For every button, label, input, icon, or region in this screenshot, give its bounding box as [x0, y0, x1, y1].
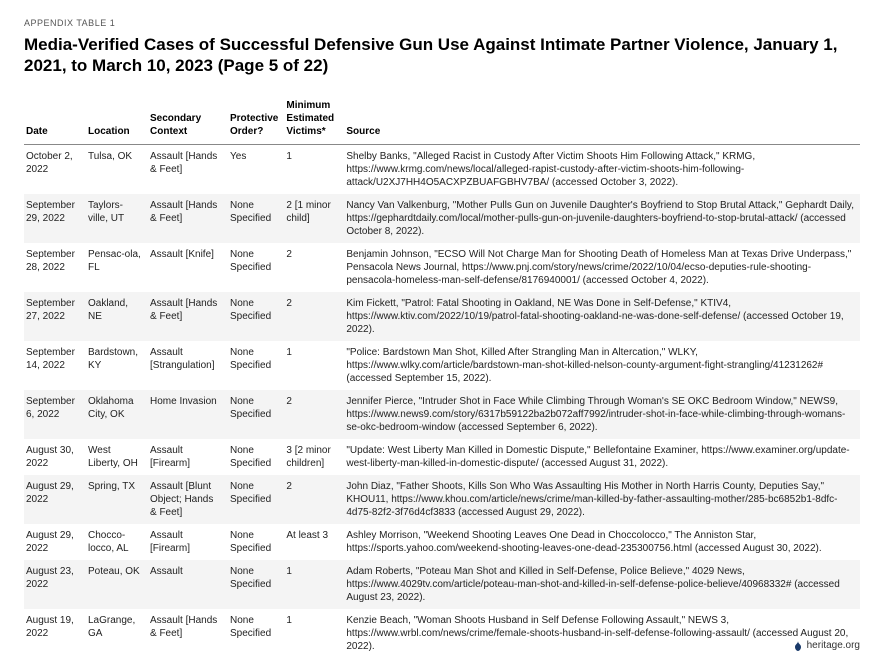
table-row: August 19, 2022LaGrange, GAAssault [Hand…: [24, 609, 860, 658]
cell-location: Tulsa, OK: [86, 144, 148, 194]
cell-date: September 27, 2022: [24, 292, 86, 341]
cell-source: Benjamin Johnson, "ECSO Will Not Charge …: [344, 243, 860, 292]
cell-context: Assault [Hands & Feet]: [148, 609, 228, 658]
cell-victims: At least 3: [284, 524, 344, 560]
cell-date: August 29, 2022: [24, 524, 86, 560]
cell-source: Kenzie Beach, "Woman Shoots Husband in S…: [344, 609, 860, 658]
table-row: August 30, 2022West Liberty, OHAssault […: [24, 439, 860, 475]
cell-source: Nancy Van Valkenburg, "Mother Pulls Gun …: [344, 194, 860, 243]
cell-date: August 29, 2022: [24, 475, 86, 524]
cell-order: None Specified: [228, 292, 284, 341]
page-title: Media-Verified Cases of Successful Defen…: [24, 34, 860, 77]
cell-context: Assault [Blunt Object; Hands & Feet]: [148, 475, 228, 524]
cell-source: Kim Fickett, "Patrol: Fatal Shooting in …: [344, 292, 860, 341]
cell-victims: 2 [1 minor child]: [284, 194, 344, 243]
cell-date: August 19, 2022: [24, 609, 86, 658]
cell-victims: 2: [284, 292, 344, 341]
table-row: August 23, 2022Poteau, OKAssaultNone Spe…: [24, 560, 860, 609]
cell-date: September 29, 2022: [24, 194, 86, 243]
flame-icon: [793, 641, 803, 651]
cell-context: Assault [Hands & Feet]: [148, 292, 228, 341]
cell-location: Bardstown, KY: [86, 341, 148, 390]
col-victims: Minimum Estimated Victims*: [284, 95, 344, 145]
cell-order: None Specified: [228, 609, 284, 658]
cell-order: None Specified: [228, 194, 284, 243]
cell-order: None Specified: [228, 390, 284, 439]
cell-victims: 1: [284, 144, 344, 194]
cell-order: None Specified: [228, 243, 284, 292]
cell-victims: 2: [284, 243, 344, 292]
table-row: September 14, 2022Bardstown, KYAssault […: [24, 341, 860, 390]
col-source: Source: [344, 95, 860, 145]
cell-victims: 2: [284, 390, 344, 439]
cell-context: Assault [Hands & Feet]: [148, 194, 228, 243]
cell-location: Oakland, NE: [86, 292, 148, 341]
header-row: Date Location Secondary Context Protecti…: [24, 95, 860, 145]
cell-location: Pensac-ola, FL: [86, 243, 148, 292]
col-date: Date: [24, 95, 86, 145]
cell-context: Assault [Strangulation]: [148, 341, 228, 390]
cell-victims: 1: [284, 341, 344, 390]
cell-source: Ashley Morrison, "Weekend Shooting Leave…: [344, 524, 860, 560]
col-context: Secondary Context: [148, 95, 228, 145]
table-row: September 29, 2022Taylors-ville, UTAssau…: [24, 194, 860, 243]
table-row: September 28, 2022Pensac-ola, FLAssault …: [24, 243, 860, 292]
cell-victims: 3 [2 minor children]: [284, 439, 344, 475]
table-row: August 29, 2022Spring, TXAssault [Blunt …: [24, 475, 860, 524]
table-row: September 6, 2022Oklahoma City, OKHome I…: [24, 390, 860, 439]
cell-victims: 2: [284, 475, 344, 524]
cell-victims: 1: [284, 609, 344, 658]
cell-date: September 28, 2022: [24, 243, 86, 292]
footer: heritage.org: [793, 640, 860, 651]
cell-source: Jennifer Pierce, "Intruder Shot in Face …: [344, 390, 860, 439]
cell-order: None Specified: [228, 475, 284, 524]
table-row: September 27, 2022Oakland, NEAssault [Ha…: [24, 292, 860, 341]
col-order: Protective Order?: [228, 95, 284, 145]
cell-date: September 6, 2022: [24, 390, 86, 439]
cell-source: Adam Roberts, "Poteau Man Shot and Kille…: [344, 560, 860, 609]
cell-context: Home Invasion: [148, 390, 228, 439]
cell-date: August 30, 2022: [24, 439, 86, 475]
cell-victims: 1: [284, 560, 344, 609]
footer-site: heritage.org: [807, 640, 860, 651]
table-row: October 2, 2022Tulsa, OKAssault [Hands &…: [24, 144, 860, 194]
cell-source: Shelby Banks, "Alleged Racist in Custody…: [344, 144, 860, 194]
cell-context: Assault: [148, 560, 228, 609]
cell-context: Assault [Knife]: [148, 243, 228, 292]
appendix-label: APPENDIX TABLE 1: [24, 18, 860, 28]
table-row: August 29, 2022Chocco-locco, ALAssault […: [24, 524, 860, 560]
cell-location: Taylors-ville, UT: [86, 194, 148, 243]
cell-location: Poteau, OK: [86, 560, 148, 609]
cell-date: August 23, 2022: [24, 560, 86, 609]
cell-source: "Update: West Liberty Man Killed in Dome…: [344, 439, 860, 475]
cell-location: Chocco-locco, AL: [86, 524, 148, 560]
cell-location: West Liberty, OH: [86, 439, 148, 475]
cell-location: Oklahoma City, OK: [86, 390, 148, 439]
cell-context: Assault [Hands & Feet]: [148, 144, 228, 194]
cell-location: Spring, TX: [86, 475, 148, 524]
cell-context: Assault [Firearm]: [148, 524, 228, 560]
cell-location: LaGrange, GA: [86, 609, 148, 658]
cell-order: None Specified: [228, 341, 284, 390]
cell-source: John Diaz, "Father Shoots, Kills Son Who…: [344, 475, 860, 524]
cell-source: "Police: Bardstown Man Shot, Killed Afte…: [344, 341, 860, 390]
cell-context: Assault [Firearm]: [148, 439, 228, 475]
cell-date: October 2, 2022: [24, 144, 86, 194]
cell-order: None Specified: [228, 560, 284, 609]
data-table: Date Location Secondary Context Protecti…: [24, 95, 860, 658]
cell-order: None Specified: [228, 524, 284, 560]
cell-date: September 14, 2022: [24, 341, 86, 390]
cell-order: None Specified: [228, 439, 284, 475]
col-location: Location: [86, 95, 148, 145]
cell-order: Yes: [228, 144, 284, 194]
